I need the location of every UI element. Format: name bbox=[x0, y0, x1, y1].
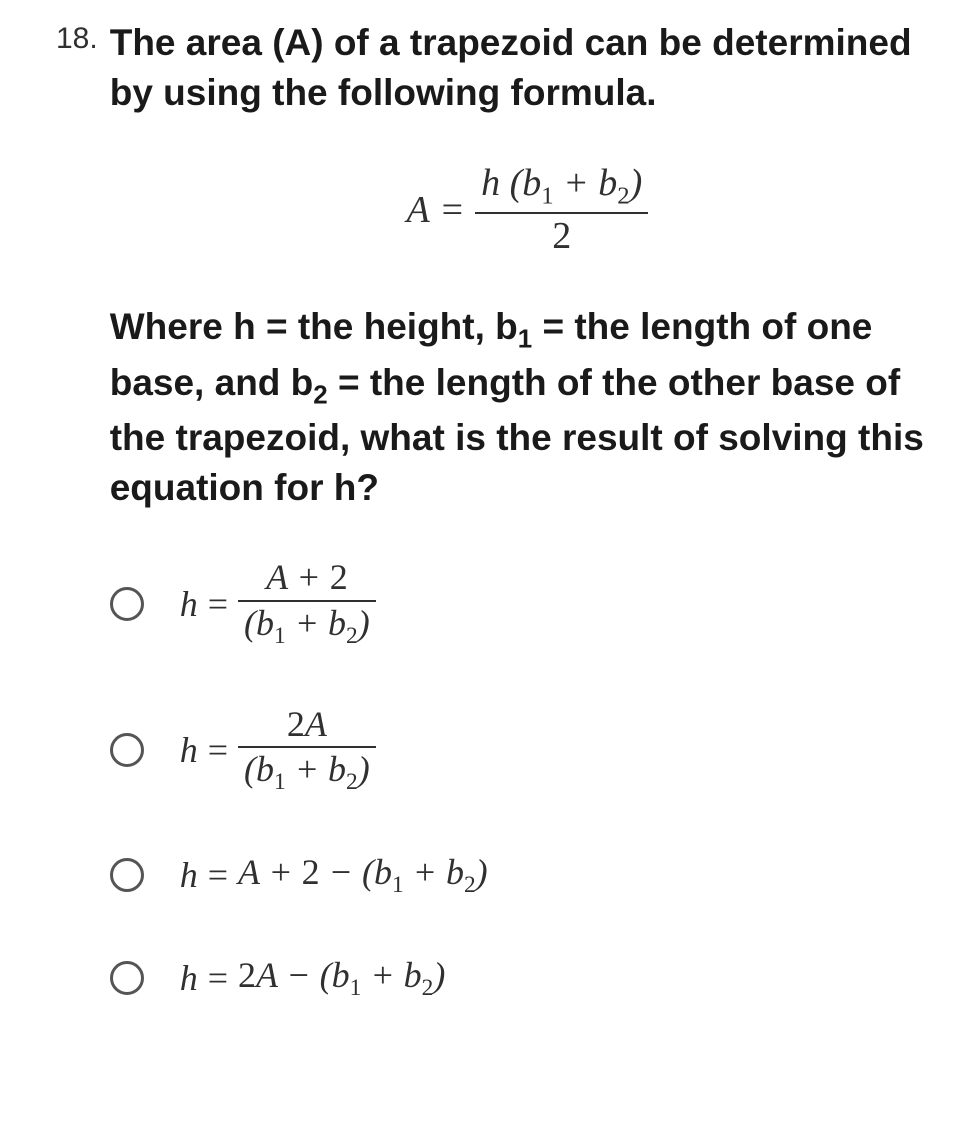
formula-lhs: A bbox=[406, 188, 429, 232]
radio-icon[interactable] bbox=[110, 961, 144, 995]
option-numerator: A + 2 bbox=[260, 558, 354, 598]
option-a[interactable]: h = A + 2 (b1 + b2) bbox=[110, 558, 945, 650]
option-eq: = bbox=[208, 583, 228, 625]
formula-inline: A = h (b1 + b2) 2 bbox=[406, 163, 648, 258]
radio-icon[interactable] bbox=[110, 858, 144, 892]
option-lhs: h bbox=[180, 957, 198, 999]
option-c-math: h = A + 2 − (b1 + b2) bbox=[180, 851, 488, 899]
option-rhs: 2A − (b1 + b2) bbox=[238, 954, 445, 1002]
option-numerator: 2A bbox=[281, 705, 333, 745]
question-row: 18. The area (A) of a trapezoid can be d… bbox=[56, 18, 945, 1002]
formula-fraction: h (b1 + b2) 2 bbox=[475, 163, 648, 258]
option-b-math: h = 2A (b1 + b2) bbox=[180, 705, 376, 797]
question-stem-2: Where h = the height, b1 = the length of… bbox=[110, 302, 945, 513]
option-denominator: (b1 + b2) bbox=[238, 604, 376, 650]
formula-numerator: h (b1 + b2) bbox=[475, 163, 648, 210]
option-rhs: A + 2 − (b1 + b2) bbox=[238, 851, 488, 899]
option-lhs: h bbox=[180, 583, 198, 625]
option-d[interactable]: h = 2A − (b1 + b2) bbox=[110, 954, 945, 1002]
option-fraction: 2A (b1 + b2) bbox=[238, 705, 376, 797]
option-lhs: h bbox=[180, 854, 198, 896]
radio-icon[interactable] bbox=[110, 587, 144, 621]
option-eq: = bbox=[208, 729, 228, 771]
option-eq: = bbox=[208, 854, 228, 896]
option-a-math: h = A + 2 (b1 + b2) bbox=[180, 558, 376, 650]
fraction-bar bbox=[238, 746, 376, 748]
option-c[interactable]: h = A + 2 − (b1 + b2) bbox=[110, 851, 945, 899]
formula-denominator: 2 bbox=[546, 216, 577, 258]
fraction-bar bbox=[238, 600, 376, 602]
question-number: 18. bbox=[56, 22, 98, 56]
option-denominator: (b1 + b2) bbox=[238, 750, 376, 796]
question-body: The area (A) of a trapezoid can be deter… bbox=[110, 18, 945, 1002]
radio-icon[interactable] bbox=[110, 733, 144, 767]
option-b[interactable]: h = 2A (b1 + b2) bbox=[110, 705, 945, 797]
question-page: 18. The area (A) of a trapezoid can be d… bbox=[0, 0, 965, 1022]
option-lhs: h bbox=[180, 729, 198, 771]
options-list: h = A + 2 (b1 + b2) h = bbox=[110, 558, 945, 1002]
option-d-math: h = 2A − (b1 + b2) bbox=[180, 954, 446, 1002]
formula-eq: = bbox=[442, 188, 463, 232]
option-fraction: A + 2 (b1 + b2) bbox=[238, 558, 376, 650]
fraction-bar bbox=[475, 212, 648, 214]
option-eq: = bbox=[208, 957, 228, 999]
formula-display: A = h (b1 + b2) 2 bbox=[110, 163, 945, 258]
question-stem-1: The area (A) of a trapezoid can be deter… bbox=[110, 18, 945, 118]
